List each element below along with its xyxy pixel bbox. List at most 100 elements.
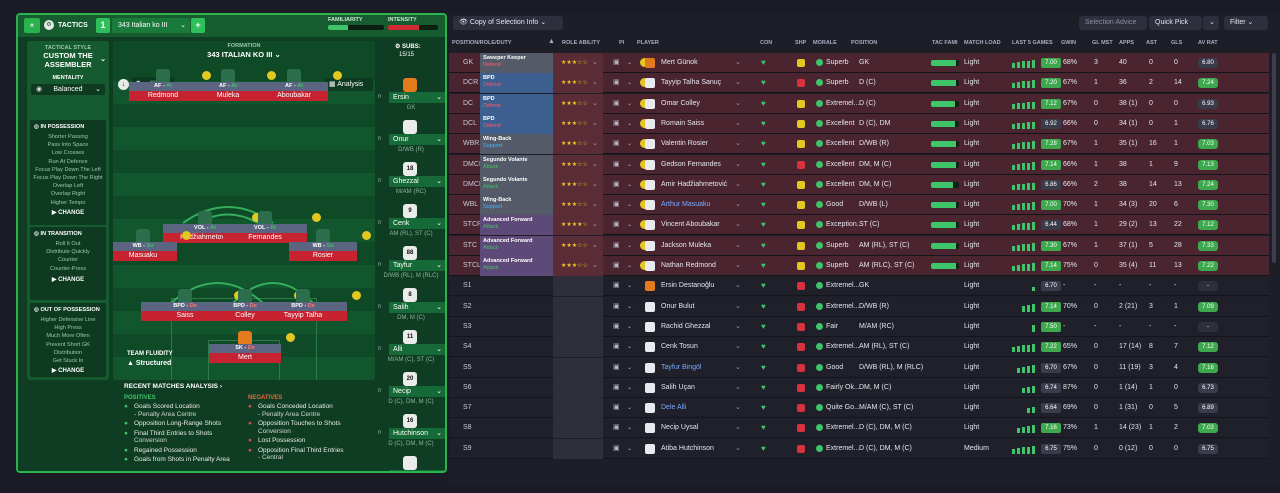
column-header[interactable]: GL MST	[1092, 40, 1113, 46]
player-name[interactable]: Muleka	[194, 91, 262, 101]
pi-icon[interactable]: ▣	[613, 221, 620, 229]
player-name[interactable]: Jackson Muleka	[661, 241, 712, 249]
tactic-slot-button[interactable]: 1	[96, 18, 110, 33]
role-duty-cell[interactable]	[480, 337, 553, 357]
player-slot[interactable]: AF - At Aboubakar	[256, 69, 342, 109]
role-duty-cell[interactable]: Wing-Back Support	[480, 195, 553, 216]
pi-icon[interactable]: ▣	[613, 302, 620, 310]
column-header[interactable]: GWIN	[1061, 40, 1076, 46]
chevron-down-icon[interactable]: ⌄	[735, 322, 741, 330]
table-row[interactable]: S9 ▣ ⌄ Atiba Hutchinson ⌄ ♥ Extremel... D (C), …	[449, 438, 1269, 459]
chevron-down-icon[interactable]: ⌄	[627, 445, 633, 452]
chevron-down-icon[interactable]: ⌄	[627, 120, 633, 127]
chevron-down-icon[interactable]: ⌄	[735, 282, 741, 290]
pi-icon[interactable]: ▣	[613, 241, 620, 249]
player-name[interactable]: Rachid Ghezzal	[661, 322, 711, 330]
table-row[interactable]: DMCR Segundo Volante Attack ★★★☆☆ ⌄ ▣ ⌄ Gedson …	[449, 154, 1269, 175]
sub-player[interactable]: ∩ Onur ⌄ D/WB (R)	[377, 120, 445, 162]
role-duty-cell[interactable]	[480, 439, 553, 459]
chevron-down-icon[interactable]: ⌄	[592, 140, 598, 148]
chevron-down-icon[interactable]: ⌄	[735, 343, 741, 351]
column-header[interactable]: AST	[1146, 40, 1157, 46]
chevron-down-icon[interactable]: ⌄	[627, 141, 633, 148]
column-header[interactable]: TAC FAMI	[932, 40, 958, 46]
formation-select[interactable]: 343 ITALIAN KO III ⌄	[113, 50, 375, 59]
pi-icon[interactable]: ▣	[613, 160, 620, 168]
player-slot[interactable]: AF - At Muleka	[190, 69, 276, 109]
player-name[interactable]: Hadžiahmetović	[163, 233, 247, 243]
analysis-item[interactable]: ● Opposition Touches to Shots Conversion	[248, 420, 373, 435]
chevron-down-icon[interactable]: ⌄	[735, 221, 741, 229]
player-name[interactable]: Nathan Redmond	[661, 262, 716, 269]
analysis-item[interactable]: ● Opposition Long-Range Shots	[124, 420, 244, 428]
sub-name[interactable]: Tayfur ⌄	[389, 260, 445, 271]
sort-arrow-icon[interactable]: ▲	[548, 38, 555, 45]
chevron-down-icon[interactable]: ⌄	[627, 181, 633, 188]
sub-player[interactable]: 11 ∩ Alli ⌄ M/AM (C), ST (C)	[377, 330, 445, 372]
column-header[interactable]: APPS	[1119, 40, 1134, 46]
player-name[interactable]: Onur Bulut	[661, 302, 695, 310]
sub-name[interactable]: Onur ⌄	[389, 134, 445, 145]
sub-name[interactable]: Cenk ⌄	[389, 218, 445, 229]
pi-icon[interactable]: ▣	[613, 140, 620, 148]
player-name[interactable]: Romain Saiss	[661, 119, 705, 127]
chevron-down-icon[interactable]: ⌄	[592, 221, 598, 229]
player-slot[interactable]: BPD - De Tayyip Talha	[255, 289, 361, 329]
table-row[interactable]: S1 ▣ ⌄ Ersin Destanoğlu ⌄ ♥ Extremel... GK Light…	[449, 276, 1269, 297]
player-slot[interactable]: AF - At Redmond	[125, 69, 211, 109]
table-row[interactable]: S6 ▣ ⌄ Salih Uçan ⌄ ♥ Fairly Ok... DM, M (C) Lig…	[449, 377, 1269, 398]
table-row[interactable]: S4 ▣ ⌄ Cenk Tosun ⌄ ♥ Extremel... AM (RL), ST (…	[449, 337, 1269, 358]
pi-icon[interactable]: ▣	[613, 383, 620, 391]
change-in-possession-button[interactable]: ▶ CHANGE	[51, 209, 85, 216]
role-duty-cell[interactable]	[480, 317, 553, 337]
role-duty-cell[interactable]	[480, 398, 553, 418]
analysis-item[interactable]: ● Goals Conceded Location - Penalty Area C…	[248, 403, 373, 418]
view-select[interactable]: 👁 Copy of Selection Info ⌄	[453, 16, 563, 30]
table-row[interactable]: S5 ▣ ⌄ Tayfur Bingöl ⌄ ♥ Good D/WB (RL), M (RLC…	[449, 357, 1269, 378]
sub-player[interactable]: 16 ∩ Hutchinson ⌄ D (C), DM, M (C)	[377, 414, 445, 456]
role-bar[interactable]: VOL - At	[163, 224, 247, 233]
quick-pick-dropdown[interactable]: ⌄	[1203, 16, 1219, 30]
player-name[interactable]: Ersin Destanoğlu	[661, 282, 715, 290]
pi-icon[interactable]: ▣	[613, 282, 620, 290]
column-header[interactable]: POSITION	[851, 40, 878, 46]
column-header[interactable]: ROLE ABILITY	[562, 40, 600, 46]
chevron-down-icon[interactable]: ⌄	[735, 59, 741, 66]
role-bar[interactable]: BPD - De	[201, 302, 289, 311]
chevron-down-icon[interactable]: ⌄	[627, 283, 633, 290]
column-header[interactable]: GLS	[1171, 40, 1183, 46]
player-name[interactable]: Colley	[201, 311, 289, 321]
analysis-item[interactable]: ● Opposition Final Third Entries - Central	[248, 447, 373, 462]
column-header[interactable]: POSITION/ROLE/DUTY	[452, 40, 512, 46]
chevron-down-icon[interactable]: ⌄	[735, 302, 741, 310]
player-slot[interactable]: SK - De Mert	[205, 331, 295, 371]
column-header[interactable]: SHP	[795, 40, 807, 46]
player-name[interactable]: Gedson Fernandes	[661, 160, 721, 168]
role-duty-cell[interactable]: BPD Defend	[480, 73, 553, 94]
chevron-down-icon[interactable]: ⌄	[627, 384, 633, 391]
chevron-down-icon[interactable]: ⌄	[735, 79, 741, 87]
analysis-item[interactable]: ● Goals from Shots in Penalty Area	[124, 456, 244, 464]
back-button[interactable]: «	[24, 18, 40, 33]
player-name[interactable]: Aboubakar	[260, 91, 328, 101]
pi-icon[interactable]: ▣	[613, 119, 620, 127]
chevron-down-icon[interactable]: ⌄	[592, 262, 598, 269]
chevron-down-icon[interactable]: ⌄	[592, 59, 598, 66]
style-select[interactable]: CUSTOM THE ASSEMBLER ⌄	[27, 51, 109, 69]
chevron-down-icon[interactable]: ⌄	[735, 140, 741, 148]
player-name[interactable]: Necip Uysal	[661, 424, 699, 432]
change-in-transition-button[interactable]: ▶ CHANGE	[51, 276, 85, 283]
chevron-down-icon[interactable]: ⌄	[592, 201, 598, 209]
player-name[interactable]: Tayyip Talha Sanuç	[661, 79, 722, 87]
sub-player[interactable]: 88 ∩ Tayfur ⌄ D/WB (RL), M (RLC)	[377, 246, 445, 288]
role-bar[interactable]: AF - At	[260, 82, 328, 91]
chevron-down-icon[interactable]: ⌄	[627, 303, 633, 310]
table-row[interactable]: WBR Wing-Back Support ★★★☆☆ ⌄ ▣ ⌄ Valentin Rosi…	[449, 134, 1269, 155]
table-row[interactable]: STCR Advanced Forward Attack ★★★★☆ ⌄ ▣ ⌄ Vincen…	[449, 215, 1269, 236]
sub-name[interactable]: Ghezzal ⌄	[389, 176, 445, 187]
chevron-down-icon[interactable]: ⌄	[592, 160, 598, 168]
sub-name[interactable]: Atakan Kocziz⌄	[389, 470, 445, 471]
chevron-down-icon[interactable]: ⌄	[627, 161, 633, 168]
pi-icon[interactable]: ▣	[613, 79, 620, 87]
analysis-button[interactable]: ▦ Analysis	[325, 78, 373, 91]
